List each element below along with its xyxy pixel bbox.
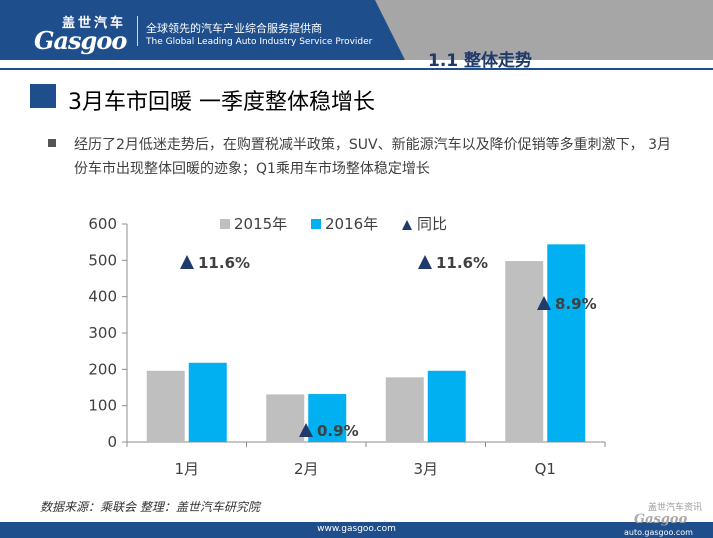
bar-2016 (427, 370, 466, 442)
bar-2015 (385, 377, 424, 442)
yoy-label: 8.9% (555, 295, 597, 313)
title-marker-square (30, 84, 56, 108)
legend-swatch-2016 (311, 219, 321, 229)
logo-divider (137, 16, 138, 46)
data-source-note: 数据来源：乘联会 整理：盖世汽车研究院 (40, 500, 260, 514)
x-tick-label: 3月 (413, 460, 438, 478)
yoy-triangle-icon (180, 255, 194, 269)
legend-label-2015: 2015年 (234, 215, 287, 233)
yoy-triangle-icon (418, 255, 432, 269)
bar-2016 (547, 244, 586, 442)
bar-2016 (308, 394, 347, 442)
y-tick-label: 600 (88, 215, 117, 233)
logo-en-text: Gasgoo (34, 26, 127, 55)
yoy-triangle-icon (537, 296, 551, 310)
x-tick-label: 1月 (174, 460, 199, 478)
tagline-cn: 全球领先的汽车产业综合服务提供商 (146, 22, 322, 35)
legend-label-yoy: 同比 (417, 215, 447, 233)
yoy-triangle-icon (299, 423, 313, 437)
section-divider (0, 68, 713, 70)
yoy-label: 11.6% (436, 254, 488, 272)
y-tick-label: 500 (88, 251, 117, 269)
bar-chart: 0 100 200 300 400 500 600 1月 2月 3月 Q1 11.6% 0.9% 11.6… (88, 215, 606, 478)
footer-bar (0, 522, 713, 538)
y-tick-label: 100 (88, 397, 117, 415)
watermark-cn: 盖世汽车资讯 (648, 503, 703, 513)
legend-swatch-2015 (220, 219, 230, 229)
bullet-square-icon (48, 139, 56, 147)
y-tick-label: 200 (88, 360, 117, 378)
y-tick-label: 400 (88, 288, 117, 306)
footer-url[interactable]: www.gasgoo.com (317, 524, 396, 534)
section-label: 1.1 整体走势 (428, 51, 533, 71)
bullet-text: 经历了2月低迷走势后，在购置税减半政策，SUV、新能源汽车以及降价促销等多重刺激… (74, 137, 671, 177)
bar-2015 (266, 394, 305, 442)
header-navy-band (0, 0, 405, 60)
slide-title: 3月车市回暖 一季度整体稳增长 (68, 90, 375, 115)
yoy-label: 0.9% (317, 422, 359, 440)
bar-2015 (146, 370, 185, 442)
legend-label-2016: 2016年 (325, 215, 378, 233)
logo-cn-text: 盖世汽车 (62, 16, 127, 31)
legend-triangle-icon (402, 220, 412, 230)
bar-2016 (188, 362, 227, 442)
bar-2015 (505, 261, 544, 442)
watermark-url: auto.gasgoo.com (624, 528, 693, 537)
yoy-label: 11.6% (198, 254, 250, 272)
y-tick-label: 0 (107, 433, 117, 451)
x-tick-label: Q1 (535, 460, 556, 478)
tagline-en: The Global Leading Auto Industry Service… (146, 37, 373, 47)
watermark-logo: Gasgoo (634, 512, 688, 527)
y-tick-label: 300 (88, 324, 117, 342)
gasgoo-logo[interactable]: 盖世汽车 Gasgoo (34, 12, 134, 55)
header-band (0, 0, 713, 60)
x-tick-label: 2月 (294, 460, 319, 478)
